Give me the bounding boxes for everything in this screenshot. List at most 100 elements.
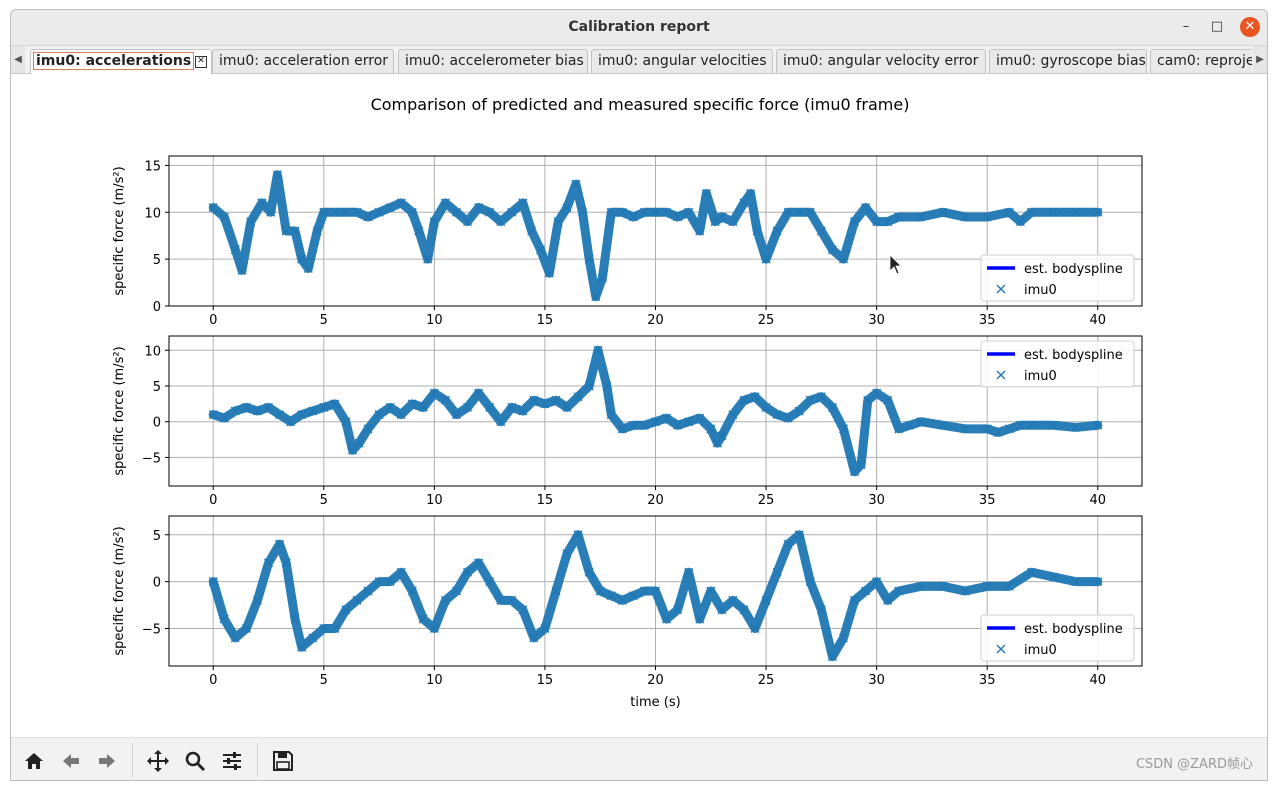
legend-label: imu0 (1024, 283, 1057, 298)
title-bar[interactable]: Calibration report – □ ✕ (11, 10, 1267, 46)
data-point (856, 460, 866, 470)
data-point (429, 624, 439, 633)
data-point (429, 217, 439, 227)
tab-imu0-angular-velocity-error[interactable]: imu0: angular velocity error (776, 49, 986, 73)
data-point (352, 595, 362, 605)
y-tick-label: 0 (153, 576, 161, 591)
data-point (850, 595, 860, 605)
tab-imu0-accelerations[interactable]: imu0: accelerations ✕ (30, 49, 212, 74)
data-point (463, 217, 473, 227)
data-point (684, 567, 694, 577)
tab-close-icon[interactable]: ✕ (195, 56, 207, 68)
x-tick-label: 40 (1089, 493, 1106, 508)
zoom-button[interactable] (180, 746, 210, 776)
x-tick-label: 25 (758, 673, 775, 688)
tab-label: imu0: acceleration error (219, 53, 389, 69)
tab-imu0-gyroscope-bias[interactable]: imu0: gyroscope bias (989, 49, 1147, 73)
data-point (219, 614, 229, 624)
home-icon (25, 753, 43, 769)
data-point (275, 539, 285, 549)
data-point (728, 217, 738, 227)
tab-label: cam0: reprojection (1157, 53, 1252, 69)
save-button[interactable] (268, 746, 298, 776)
data-point (551, 395, 561, 405)
minimize-button[interactable]: – (1182, 19, 1190, 34)
x-tick-label: 35 (979, 313, 996, 328)
data-point (1093, 420, 1103, 430)
legend-label: imu0 (1024, 369, 1057, 384)
data-point (701, 189, 711, 198)
data-point (606, 591, 616, 601)
close-button[interactable]: ✕ (1240, 17, 1260, 37)
data-point (591, 292, 601, 302)
data-point (584, 254, 594, 264)
data-point (281, 226, 291, 236)
x-tick-label: 25 (758, 313, 775, 328)
tab-scroll-right-icon[interactable]: ▶ (1253, 46, 1267, 73)
data-point (794, 207, 804, 217)
data-point (1026, 420, 1036, 430)
data-point (451, 410, 461, 420)
data-point (208, 577, 218, 587)
y-tick-label: −5 (142, 623, 161, 638)
data-point (739, 198, 749, 208)
data-point (266, 207, 276, 217)
maximize-button[interactable]: □ (1210, 19, 1224, 34)
data-point (578, 207, 588, 217)
data-point (761, 254, 771, 264)
data-point (363, 424, 373, 434)
tab-imu0-acceleration-error[interactable]: imu0: acceleration error (212, 49, 394, 73)
data-point (518, 198, 528, 208)
data-point (728, 595, 738, 605)
tab-imu0-accelerometer-bias[interactable]: imu0: accelerometer bias (398, 49, 588, 73)
data-point (297, 410, 307, 420)
data-point (219, 212, 229, 222)
data-point (396, 567, 406, 577)
figure-title: Comparison of predicted and measured spe… (371, 95, 910, 114)
data-point (651, 586, 660, 596)
data-point (606, 410, 616, 420)
data-point (752, 226, 762, 236)
legend-box (980, 254, 1135, 302)
subplot-x: 0 5 10 15 20 25 30 35 40 0 5 10 15 specific force (m/… (112, 155, 1143, 328)
data-point (496, 217, 506, 227)
tab-label: imu0: accelerations (33, 52, 195, 70)
figure-canvas[interactable]: Comparison of predicted and measured spe… (11, 74, 1267, 737)
data-point (507, 595, 517, 605)
x-tick-label: 15 (537, 493, 554, 508)
back-icon (63, 754, 79, 768)
data-point (1071, 207, 1081, 217)
data-point (463, 402, 473, 412)
data-point (894, 586, 904, 596)
data-point (805, 577, 815, 587)
tab-cam0-reprojection[interactable]: cam0: reprojection (1150, 49, 1252, 73)
forward-button[interactable] (92, 746, 122, 776)
x-tick-label: 10 (426, 313, 443, 328)
home-button[interactable] (19, 746, 49, 776)
tab-label: imu0: accelerometer bias (405, 53, 584, 69)
data-point (894, 424, 904, 434)
data-point (507, 402, 517, 412)
data-point (938, 581, 948, 591)
data-point (861, 203, 871, 213)
data-point (597, 273, 607, 283)
tab-strip: imu0: accelerations ✕ imu0: acceleration… (26, 48, 1252, 74)
data-point (662, 207, 672, 217)
pan-button[interactable] (143, 746, 173, 776)
tab-label: imu0: gyroscope bias (996, 53, 1146, 69)
tab-imu0-angular-velocities[interactable]: imu0: angular velocities (591, 49, 773, 73)
tab-scroll-left-icon[interactable]: ◀ (11, 46, 25, 73)
configure-subplots-button[interactable] (217, 746, 247, 776)
data-point (573, 530, 583, 540)
x-tick-label: 35 (979, 493, 996, 508)
back-button[interactable] (56, 746, 86, 776)
data-point (617, 595, 627, 605)
data-point (1004, 207, 1014, 217)
data-point (281, 558, 291, 568)
data-point (407, 207, 417, 217)
data-point (1026, 567, 1036, 577)
data-point (451, 207, 461, 217)
data-point (544, 268, 554, 278)
data-point (230, 245, 240, 255)
data-point (330, 624, 340, 633)
